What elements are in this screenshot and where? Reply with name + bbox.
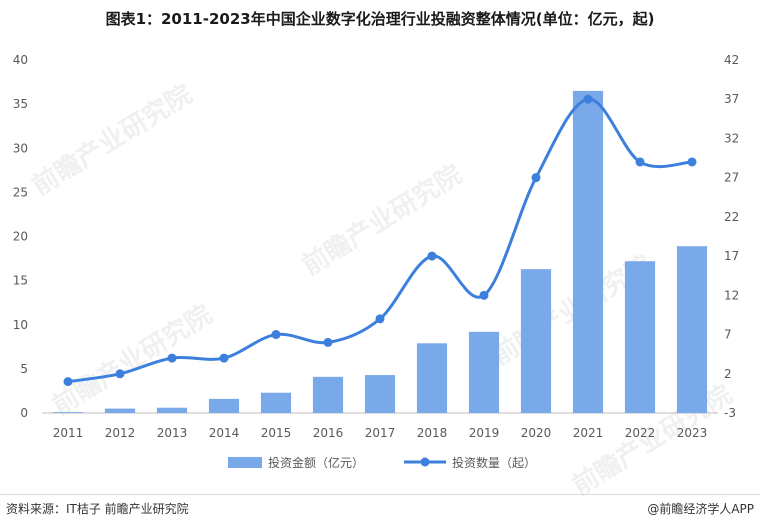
y-left-tick-label: 35 (13, 97, 28, 111)
legend-line-marker (420, 457, 430, 467)
y-left-tick-label: 0 (20, 406, 28, 420)
x-tick-label: 2014 (209, 426, 240, 440)
line-point (375, 314, 385, 324)
y-right-tick-label: 32 (724, 131, 739, 145)
y-right-tick-label: 37 (724, 92, 739, 106)
bar (52, 412, 84, 413)
y-left-tick-label: 25 (13, 185, 28, 199)
chart-title: 图表1：2011-2023年中国企业数字化治理行业投融资整体情况(单位：亿元，起… (105, 10, 655, 28)
bar (624, 261, 656, 413)
y-left-tick-label: 15 (13, 274, 28, 288)
line-point (687, 157, 697, 167)
line-point (63, 377, 73, 387)
brand-credit: @前瞻经济学人APP (647, 502, 754, 516)
x-tick-label: 2019 (469, 426, 500, 440)
bar (572, 90, 604, 413)
x-tick-label: 2016 (313, 426, 344, 440)
x-tick-label: 2021 (573, 426, 604, 440)
bar (416, 343, 448, 413)
y-right-tick-label: 27 (724, 171, 739, 185)
line-point (115, 369, 125, 379)
legend-bar-label: 投资金额（亿元） (268, 455, 364, 470)
line-point (271, 330, 281, 340)
bar (468, 331, 500, 413)
y-right-tick-label: 12 (724, 288, 739, 302)
line-point (323, 337, 333, 347)
line-point (479, 290, 489, 300)
legend-bar-swatch (228, 457, 262, 468)
x-tick-label: 2012 (105, 426, 136, 440)
y-right-tick-label: 2 (724, 367, 732, 381)
x-tick-label: 2020 (521, 426, 552, 440)
x-tick-label: 2023 (677, 426, 708, 440)
y-right-tick-label: 22 (724, 210, 739, 224)
line-point (583, 94, 593, 104)
x-tick-label: 2018 (417, 426, 448, 440)
y-left-tick-label: 20 (13, 230, 28, 244)
bar (676, 246, 708, 413)
bar (156, 407, 188, 413)
footer-divider (0, 494, 760, 495)
y-left-tick-label: 30 (13, 141, 28, 155)
bar (260, 392, 292, 413)
y-right-tick-label: 17 (724, 249, 739, 263)
x-tick-label: 2017 (365, 426, 396, 440)
line-point (219, 353, 229, 363)
legend-line-label: 投资数量（起） (452, 455, 536, 470)
source-note: 资料来源：IT桔子 前瞻产业研究院 (6, 502, 189, 516)
y-left-tick-label: 10 (13, 318, 28, 332)
line-point (635, 157, 645, 167)
y-right-tick-label: 42 (724, 53, 739, 67)
x-tick-label: 2022 (625, 426, 656, 440)
bar (208, 398, 240, 413)
y-left-tick-label: 5 (20, 362, 28, 376)
y-right-tick-label: -3 (724, 406, 736, 420)
y-right-tick-label: 7 (724, 328, 732, 342)
bar (364, 375, 396, 413)
bar (520, 269, 552, 413)
bar (104, 408, 136, 413)
x-tick-label: 2011 (53, 426, 84, 440)
line-point (167, 353, 177, 363)
line-point (531, 173, 541, 183)
y-left-tick-label: 40 (13, 53, 28, 67)
bar (312, 376, 344, 413)
x-tick-label: 2013 (157, 426, 188, 440)
x-tick-label: 2015 (261, 426, 292, 440)
line-point (427, 251, 437, 261)
